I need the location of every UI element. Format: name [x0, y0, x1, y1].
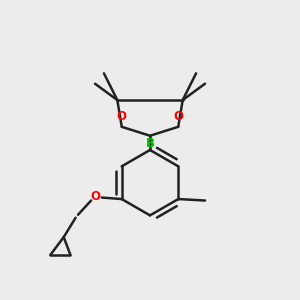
Text: B: B	[146, 137, 154, 150]
Text: O: O	[173, 110, 183, 123]
Text: O: O	[91, 190, 101, 203]
Text: O: O	[117, 110, 127, 123]
